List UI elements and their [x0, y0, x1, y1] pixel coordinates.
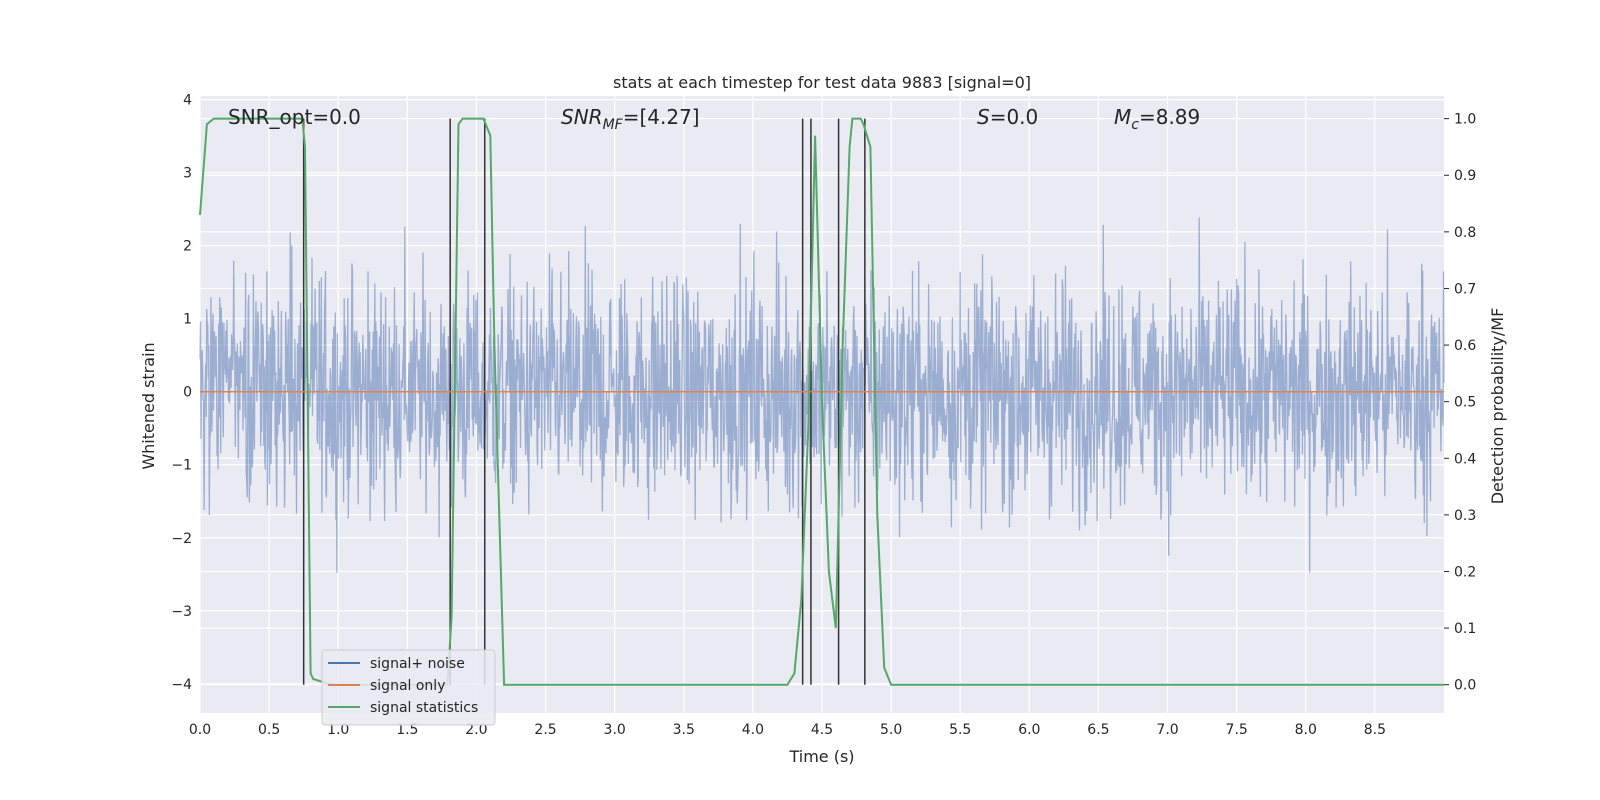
annotation-snr-opt: SNR_opt=0.0 — [228, 105, 361, 129]
x-tick-label: 4.0 — [742, 722, 764, 738]
x-tick-label: 7.0 — [1156, 722, 1178, 738]
left-y-tick-labels: −4 −3 −2 −1 0 1 2 3 4 — [171, 93, 192, 693]
annotation-snr-mf: SNRMF=[4.27] — [561, 105, 700, 133]
chart-title: stats at each timestep for test data 988… — [613, 73, 1031, 92]
mc-base: M — [1114, 105, 1131, 129]
x-axis-label: Time (s) — [788, 747, 854, 766]
right-y-tick-labels: 0.0 0.1 0.2 0.3 0.4 0.5 0.6 0.7 0.8 0.9 1.0 — [1444, 112, 1476, 694]
x-tick-label: 5.0 — [880, 722, 902, 738]
annotation-s: S=0.0 — [977, 105, 1038, 129]
x-tick-label: 1.0 — [327, 722, 349, 738]
left-y-tick-label: 1 — [183, 312, 192, 328]
right-y-tick-label: 0.7 — [1454, 281, 1476, 297]
x-tick-label: 5.5 — [949, 722, 971, 738]
left-y-tick-label: −3 — [171, 604, 192, 620]
right-y-tick-label: 0.5 — [1454, 395, 1476, 411]
s-value: =0.0 — [990, 105, 1039, 129]
x-tick-label: 3.5 — [673, 722, 695, 738]
snr-mf-sub: MF — [603, 117, 624, 133]
x-tick-label: 2.5 — [534, 722, 556, 738]
left-y-tick-label: 3 — [183, 166, 192, 182]
left-y-tick-label: 0 — [183, 385, 192, 401]
mc-value: =8.89 — [1139, 105, 1200, 129]
x-tick-label: 8.5 — [1364, 722, 1386, 738]
legend-label-noise: signal+ noise — [370, 656, 465, 672]
right-y-tick-label: 0.6 — [1454, 338, 1476, 354]
snr-mf-base: SNR — [561, 105, 603, 129]
right-y-tick-label: 0.2 — [1454, 564, 1476, 580]
x-tick-labels: 0.0 0.5 1.0 1.5 2.0 2.5 3.0 3.5 4.0 4.5 5.0 5.5 6.0 6… — [189, 722, 1386, 738]
right-y-tick-label: 0.4 — [1454, 451, 1476, 467]
right-y-tick-label: 1.0 — [1454, 112, 1476, 128]
legend-box — [321, 649, 496, 726]
left-y-tick-label: −2 — [171, 531, 192, 547]
signal-statistics-line — [199, 117, 1444, 686]
x-tick-label: 0.5 — [258, 722, 280, 738]
left-y-tick-label: 4 — [183, 93, 192, 109]
right-y-axis-label: Detection probability/MF — [1488, 308, 1507, 505]
right-y-tick-label: 0.0 — [1454, 678, 1476, 694]
right-y-tick-label: 0.1 — [1454, 621, 1476, 637]
x-tick-label: 4.5 — [811, 722, 833, 738]
legend-label-signal-only: signal only — [370, 678, 445, 694]
x-tick-label: 6.0 — [1018, 722, 1040, 738]
left-y-tick-label: −1 — [171, 458, 192, 474]
left-y-axis-label: Whitened strain — [139, 342, 158, 469]
x-tick-label: 1.5 — [396, 722, 418, 738]
mc-sub: c — [1131, 117, 1139, 133]
x-tick-label: 0.0 — [189, 722, 211, 738]
signal-statistics-series — [199, 117, 1444, 686]
legend: signal+ noise signal only signal statist… — [321, 649, 496, 726]
x-tick-label: 7.5 — [1226, 722, 1248, 738]
x-tick-label: 8.0 — [1295, 722, 1317, 738]
snr-mf-value: =[4.27] — [623, 105, 700, 129]
right-y-tick-label: 0.3 — [1454, 508, 1476, 524]
x-tick-label: 6.5 — [1087, 722, 1109, 738]
left-y-tick-label: −4 — [171, 677, 192, 693]
legend-label-statistics: signal statistics — [370, 700, 478, 716]
left-y-tick-label: 2 — [183, 239, 192, 255]
right-y-tick-label: 0.9 — [1454, 168, 1476, 184]
annotation-mc: Mc=8.89 — [1114, 105, 1200, 133]
x-tick-label: 2.0 — [465, 722, 487, 738]
right-y-tick-label: 0.8 — [1454, 225, 1476, 241]
x-tick-label: 3.0 — [604, 722, 626, 738]
s-label: S — [977, 105, 990, 129]
